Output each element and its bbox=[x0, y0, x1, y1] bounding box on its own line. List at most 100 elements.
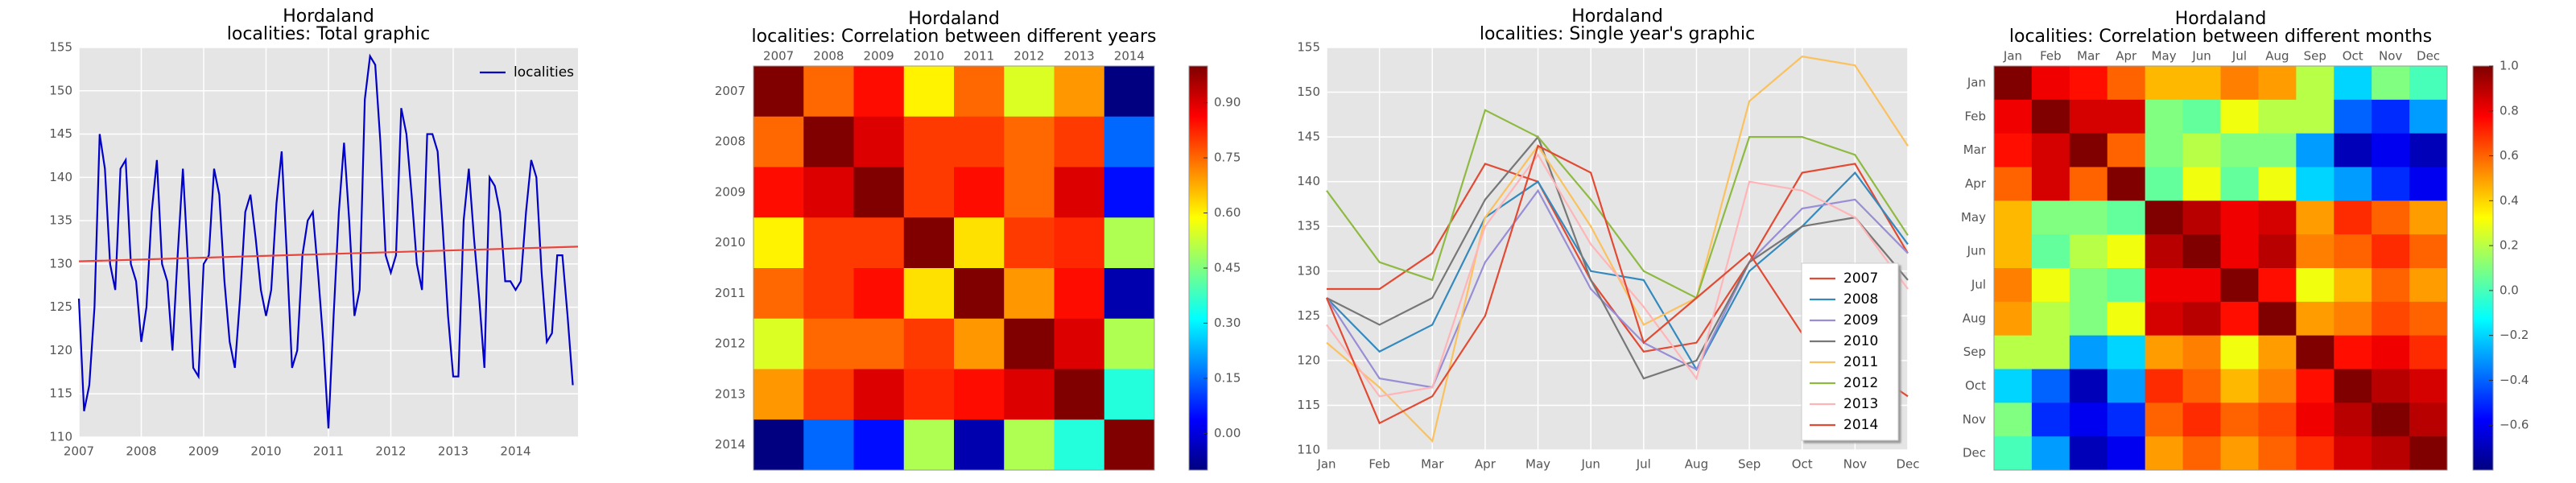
x-tick-label: 2010 bbox=[914, 49, 944, 64]
colorbar-tick-label: 0.30 bbox=[1214, 316, 1241, 330]
heatmap-cell bbox=[2031, 99, 2070, 134]
x-tick-label: Dec bbox=[1896, 457, 1919, 472]
y-tick-label: Oct bbox=[1965, 378, 1986, 393]
y-tick-label: 140 bbox=[1297, 174, 1320, 188]
heatmap-cell bbox=[2145, 301, 2184, 336]
heatmap-cell bbox=[954, 116, 1005, 167]
heatmap-cell bbox=[1004, 318, 1055, 369]
heatmap-cell bbox=[853, 318, 905, 369]
heatmap-cell bbox=[1994, 200, 2033, 235]
heatmap-cell bbox=[2107, 99, 2146, 134]
legend-label: 2011 bbox=[1843, 354, 1878, 370]
x-tick-label: 2009 bbox=[188, 444, 219, 459]
x-tick-label: Jul bbox=[1636, 457, 1651, 472]
y-tick-label: Aug bbox=[1963, 311, 1986, 325]
y-tick-label: 130 bbox=[1297, 263, 1320, 278]
y-tick-label: Feb bbox=[1964, 109, 1986, 123]
x-tick-label: Sep bbox=[2304, 49, 2326, 64]
heatmap-cell bbox=[2220, 234, 2259, 269]
series-line bbox=[1326, 188, 1909, 389]
heatmap-cell bbox=[853, 66, 905, 118]
heatmap-cell bbox=[2069, 301, 2108, 336]
colorbar-tick-label: −0.6 bbox=[2500, 418, 2529, 432]
heatmap-cell bbox=[2296, 436, 2334, 471]
heatmap-cell bbox=[2031, 167, 2070, 201]
heatmap-cell bbox=[2258, 436, 2297, 471]
y-tick-label: 2008 bbox=[715, 134, 745, 149]
y-tick-label: 2010 bbox=[715, 235, 745, 250]
heatmap-cell bbox=[2258, 402, 2297, 437]
colorbar-tick-label: 0.45 bbox=[1214, 261, 1241, 275]
heatmap-cell bbox=[2182, 234, 2221, 269]
y-tick-label: 150 bbox=[49, 83, 72, 97]
heatmap-cell bbox=[1004, 66, 1055, 118]
legend-label: 2013 bbox=[1843, 396, 1878, 412]
x-tick-label: Jan bbox=[1316, 457, 1335, 472]
heatmap-cell bbox=[753, 66, 804, 118]
heatmap-cell bbox=[2334, 335, 2372, 369]
heatmap-cell bbox=[2182, 200, 2221, 235]
x-tick-label: Jun bbox=[1580, 457, 1600, 472]
heatmap-cell bbox=[1054, 116, 1105, 167]
colorbar-tick-label: 0.60 bbox=[1214, 205, 1241, 220]
colorbar-tick-label: 0.75 bbox=[1214, 151, 1241, 165]
heatmap-cell bbox=[2031, 200, 2070, 235]
heatmap-cell bbox=[1994, 234, 2033, 269]
heatmap-cell bbox=[2182, 335, 2221, 369]
heatmap-cell bbox=[803, 268, 854, 320]
heatmap-cell bbox=[2409, 402, 2448, 437]
y-tick-label: 2009 bbox=[715, 184, 745, 199]
heatmap-cell bbox=[2409, 234, 2448, 269]
heatmap-cell bbox=[1004, 116, 1055, 167]
heatmap-cell bbox=[2334, 402, 2372, 437]
heatmap-cell bbox=[2031, 402, 2070, 437]
heatmap-cell bbox=[2182, 167, 2221, 201]
colorbar-tick-label: 0.90 bbox=[1214, 95, 1241, 109]
y-tick-label: 135 bbox=[1297, 219, 1320, 233]
heatmap-cell bbox=[2220, 402, 2259, 437]
heatmap-cell bbox=[2107, 335, 2146, 369]
heatmap-cell bbox=[753, 318, 804, 369]
y-tick-label: Apr bbox=[1965, 176, 1987, 191]
y-tick-label: 120 bbox=[49, 343, 72, 357]
legend-frame bbox=[1801, 262, 1899, 441]
heatmap-cell bbox=[2296, 200, 2334, 235]
heatmap-cell bbox=[2258, 167, 2297, 201]
y-tick-label: 2011 bbox=[715, 286, 745, 300]
heatmap-cell bbox=[1054, 419, 1105, 471]
y-tick-label: May bbox=[1961, 210, 1986, 225]
heatmap-cell bbox=[2409, 268, 2448, 303]
legend-label: 2007 bbox=[1843, 270, 1878, 287]
heatmap-cell bbox=[2296, 167, 2334, 201]
plot-frame bbox=[1993, 65, 2448, 471]
x-tick-label: Dec bbox=[2417, 49, 2440, 64]
heatmap-cell bbox=[2258, 301, 2297, 336]
heatmap-cell bbox=[2145, 369, 2184, 403]
colorbar-tick-label: 0.6 bbox=[2500, 148, 2519, 163]
heatmap-cell bbox=[2372, 99, 2410, 134]
heatmap-cell bbox=[1104, 369, 1155, 420]
heatmap-cell bbox=[2107, 369, 2146, 403]
y-tick-label: 2014 bbox=[715, 437, 745, 452]
heatmap-cell bbox=[2031, 301, 2070, 336]
y-tick-label: 130 bbox=[49, 256, 72, 270]
heatmap-cell bbox=[2220, 436, 2259, 471]
heatmap-cell bbox=[2182, 133, 2221, 167]
heatmap-cell bbox=[954, 318, 1005, 369]
heatmap-cell bbox=[1994, 99, 2033, 134]
heatmap-cell bbox=[2296, 66, 2334, 101]
chart-subtitle: localities: Correlation between differen… bbox=[2009, 27, 2432, 47]
series-line bbox=[78, 246, 579, 262]
y-tick-label: 110 bbox=[1297, 443, 1320, 457]
heatmap-cell bbox=[1004, 167, 1055, 218]
chart-title: Hordaland bbox=[1571, 6, 1663, 27]
heatmap-cell bbox=[954, 419, 1005, 471]
heatmap-cell bbox=[1054, 217, 1105, 269]
heatmap-cell bbox=[2107, 268, 2146, 303]
heatmap-cell bbox=[903, 116, 955, 167]
y-tick-label: 125 bbox=[1297, 308, 1320, 323]
heatmap-cell bbox=[2107, 133, 2146, 167]
x-tick-label: 2011 bbox=[964, 49, 994, 64]
y-tick-label: Jan bbox=[1967, 75, 1986, 89]
